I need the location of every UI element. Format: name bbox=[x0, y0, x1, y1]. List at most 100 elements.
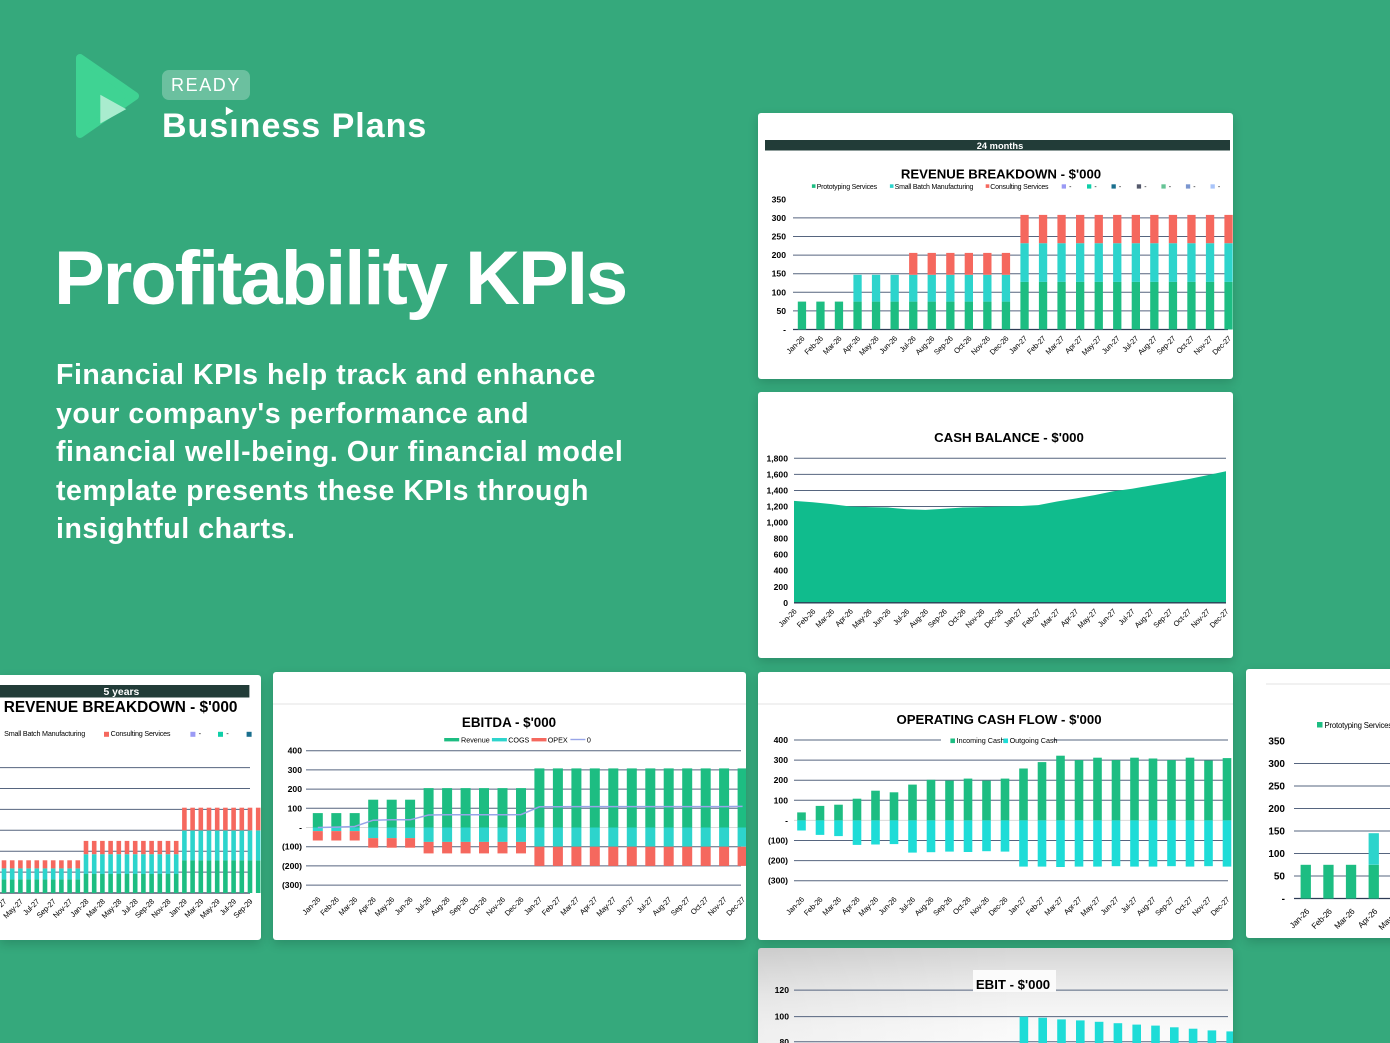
svg-text:150: 150 bbox=[1268, 827, 1285, 838]
svg-text:1,400: 1,400 bbox=[766, 486, 788, 496]
svg-text:-: - bbox=[299, 823, 302, 833]
svg-text:200: 200 bbox=[1268, 804, 1285, 815]
svg-text:Nov-27: Nov-27 bbox=[706, 895, 729, 918]
svg-text:Nov-26: Nov-26 bbox=[968, 895, 991, 918]
svg-text:Jun-26: Jun-26 bbox=[393, 895, 415, 917]
svg-text:Mar-26: Mar-26 bbox=[1333, 907, 1357, 931]
svg-text:Nov-26: Nov-26 bbox=[964, 607, 987, 630]
svg-text:Apr-26: Apr-26 bbox=[1356, 907, 1379, 930]
svg-text:100: 100 bbox=[1268, 849, 1285, 860]
svg-text:-: - bbox=[226, 729, 229, 738]
svg-text:(100): (100) bbox=[768, 836, 788, 846]
svg-text:200: 200 bbox=[772, 250, 787, 260]
svg-text:Prototyping Services: Prototyping Services bbox=[817, 184, 878, 191]
svg-text:(100): (100) bbox=[282, 842, 302, 852]
svg-text:Mar-26: Mar-26 bbox=[814, 607, 836, 629]
svg-text:Jun-26: Jun-26 bbox=[871, 607, 893, 629]
svg-text:-: - bbox=[783, 325, 786, 335]
svg-text:May-26: May-26 bbox=[1377, 907, 1390, 932]
svg-text:Jun-26: Jun-26 bbox=[877, 895, 899, 917]
svg-text:REVENUE BREAKDOWN - $'000: REVENUE BREAKDOWN - $'000 bbox=[901, 167, 1101, 182]
svg-text:50: 50 bbox=[776, 306, 786, 316]
svg-text:Jan-26: Jan-26 bbox=[784, 895, 806, 917]
svg-text:-: - bbox=[1119, 184, 1122, 191]
svg-text:Aug-27: Aug-27 bbox=[1136, 334, 1159, 357]
svg-text:Feb-27: Feb-27 bbox=[540, 895, 562, 917]
svg-text:Feb-27: Feb-27 bbox=[1020, 607, 1042, 629]
svg-text:100: 100 bbox=[775, 1012, 790, 1022]
svg-text:Mar-26: Mar-26 bbox=[821, 334, 843, 356]
svg-text:Feb-26: Feb-26 bbox=[795, 607, 817, 629]
svg-text:Feb-26: Feb-26 bbox=[318, 895, 340, 917]
svg-text:Jun-27: Jun-27 bbox=[1099, 895, 1121, 917]
svg-text:Jan-26: Jan-26 bbox=[785, 334, 807, 356]
svg-text:May-26: May-26 bbox=[857, 334, 880, 357]
svg-text:1,600: 1,600 bbox=[766, 469, 788, 479]
svg-text:100: 100 bbox=[774, 795, 789, 805]
svg-text:200: 200 bbox=[774, 775, 789, 785]
svg-text:Consulting Services: Consulting Services bbox=[990, 184, 1049, 191]
svg-text:Jun-27: Jun-27 bbox=[1100, 334, 1122, 356]
svg-text:Small Batch Manufacturing: Small Batch Manufacturing bbox=[895, 184, 974, 191]
svg-text:Sep-26: Sep-26 bbox=[931, 895, 954, 918]
svg-text:800: 800 bbox=[774, 534, 789, 544]
svg-text:1,000: 1,000 bbox=[766, 518, 788, 528]
svg-text:Nov-27: Nov-27 bbox=[1189, 607, 1212, 630]
svg-text:300: 300 bbox=[288, 765, 303, 775]
svg-text:Feb-27: Feb-27 bbox=[1024, 895, 1046, 917]
svg-text:-: - bbox=[199, 729, 202, 738]
svg-text:-: - bbox=[1218, 184, 1221, 191]
svg-text:Mar-27: Mar-27 bbox=[1043, 895, 1065, 917]
svg-text:Outgoing Cash: Outgoing Cash bbox=[1010, 736, 1058, 745]
svg-text:0: 0 bbox=[587, 736, 591, 745]
svg-text:Dec-26: Dec-26 bbox=[988, 334, 1011, 357]
svg-text:Jan-27: Jan-27 bbox=[522, 895, 544, 917]
svg-text:80: 80 bbox=[779, 1037, 789, 1043]
svg-text:250: 250 bbox=[1268, 782, 1285, 793]
svg-text:300: 300 bbox=[772, 213, 787, 223]
svg-text:Sep-26: Sep-26 bbox=[447, 895, 470, 918]
svg-text:100: 100 bbox=[288, 803, 303, 813]
svg-text:Prototyping Services: Prototyping Services bbox=[1325, 721, 1390, 730]
svg-text:100: 100 bbox=[772, 287, 787, 297]
svg-text:-: - bbox=[1282, 894, 1285, 905]
svg-text:400: 400 bbox=[774, 566, 789, 576]
svg-text:150: 150 bbox=[772, 269, 787, 279]
svg-text:-: - bbox=[1144, 184, 1147, 191]
svg-text:Mar-27: Mar-27 bbox=[558, 895, 580, 917]
svg-text:Incoming Cash: Incoming Cash bbox=[957, 736, 1005, 745]
svg-text:(300): (300) bbox=[282, 880, 302, 890]
svg-text:Dec-26: Dec-26 bbox=[503, 895, 526, 918]
svg-text:Small Batch Manufacturing: Small Batch Manufacturing bbox=[4, 729, 85, 738]
svg-text:COGS: COGS bbox=[508, 736, 529, 745]
svg-text:Dec-27: Dec-27 bbox=[1210, 334, 1233, 357]
svg-text:Jun-27: Jun-27 bbox=[1096, 607, 1118, 629]
svg-text:300: 300 bbox=[774, 755, 789, 765]
svg-text:Nov-26: Nov-26 bbox=[484, 895, 507, 918]
svg-text:Feb-26: Feb-26 bbox=[803, 334, 825, 356]
svg-text:-: - bbox=[785, 815, 788, 825]
svg-text:250: 250 bbox=[772, 232, 787, 242]
svg-text:(300): (300) bbox=[768, 876, 788, 886]
svg-text:Feb-26: Feb-26 bbox=[802, 895, 824, 917]
svg-text:Jan-27: Jan-27 bbox=[1002, 607, 1024, 629]
svg-text:1,200: 1,200 bbox=[766, 502, 788, 512]
svg-text:-: - bbox=[1193, 184, 1196, 191]
svg-text:400: 400 bbox=[774, 735, 789, 745]
svg-text:Aug-27: Aug-27 bbox=[1133, 607, 1156, 630]
svg-text:5 years: 5 years bbox=[103, 687, 139, 698]
svg-text:300: 300 bbox=[1268, 759, 1285, 770]
svg-text:200: 200 bbox=[774, 582, 789, 592]
svg-text:Dec-27: Dec-27 bbox=[724, 895, 746, 918]
svg-text:Revenue: Revenue bbox=[461, 736, 490, 745]
svg-text:-: - bbox=[1169, 184, 1172, 191]
svg-text:Aug-26: Aug-26 bbox=[913, 895, 936, 918]
svg-text:OPERATING CASH FLOW - $'000: OPERATING CASH FLOW - $'000 bbox=[896, 712, 1101, 727]
svg-text:Sep-27: Sep-27 bbox=[1151, 607, 1174, 630]
svg-text:Consulting Services: Consulting Services bbox=[111, 729, 171, 738]
svg-text:Dec-26: Dec-26 bbox=[982, 607, 1005, 630]
svg-text:OPEX: OPEX bbox=[548, 736, 568, 745]
svg-text:1,800: 1,800 bbox=[766, 453, 788, 463]
svg-text:Jan-26: Jan-26 bbox=[300, 895, 322, 917]
svg-text:Sep-27: Sep-27 bbox=[1155, 334, 1178, 357]
